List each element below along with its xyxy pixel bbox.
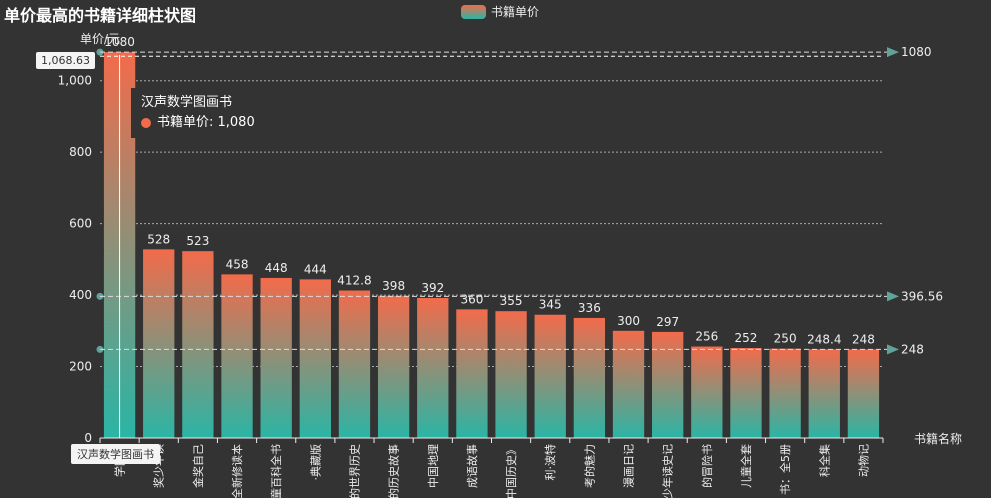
bar <box>260 277 292 438</box>
bar-value-label: 336 <box>578 301 601 315</box>
legend[interactable]: 书籍单价 <box>461 3 539 20</box>
x-tick-label: 全新修读本 <box>230 444 244 498</box>
bar <box>769 348 801 438</box>
x-tick-label: 儿童全套 <box>739 444 753 488</box>
y-tick-label: 200 <box>69 360 92 374</box>
x-tick-label: 少年读史记 <box>661 444 675 498</box>
axis-pointer-y-label: 1,068.63 <box>36 52 95 69</box>
y-tick-label: 600 <box>69 217 92 231</box>
bar-value-label: 345 <box>539 298 562 312</box>
mark-line-arrow <box>887 344 899 355</box>
bar <box>495 311 527 438</box>
legend-swatch <box>461 4 486 19</box>
bar <box>143 249 175 438</box>
x-tick-label: 的世界历史 <box>347 444 361 498</box>
bar-value-label: 360 <box>460 292 483 306</box>
bar <box>221 274 253 438</box>
mark-line-arrow <box>887 47 899 58</box>
bar <box>847 349 880 438</box>
mark-line-arrow <box>887 291 899 302</box>
bar-value-label: 300 <box>617 314 640 328</box>
bar <box>456 309 488 438</box>
x-tick-label: 童百科全书 <box>269 444 283 498</box>
y-tick-label: 1,000 <box>58 74 92 88</box>
bar-value-label: 248 <box>852 332 875 346</box>
x-axis-name: 书籍名称 <box>914 432 963 446</box>
bar-value-label: 528 <box>147 232 170 246</box>
bar <box>691 346 723 438</box>
x-tick-label: 动物记 <box>856 444 870 477</box>
x-tick-label: ·典藏版 <box>308 444 322 481</box>
bar <box>534 314 566 438</box>
tooltip-series-dot <box>141 118 151 128</box>
y-axis-name: 单价/元 <box>80 32 121 46</box>
mark-lines: 1080 396.56 248 <box>96 45 943 356</box>
bar <box>652 331 684 438</box>
bar-value-label: 250 <box>774 332 797 346</box>
bar-value-label: 448 <box>265 261 288 275</box>
axis-pointer <box>100 55 883 438</box>
bar-value-label: 444 <box>304 262 327 276</box>
bar-value-label: 412.8 <box>337 274 371 288</box>
bar <box>730 347 762 438</box>
bar-value-label: 398 <box>382 279 405 293</box>
x-tick-label: 书：全5册 <box>778 444 792 495</box>
y-tick-label: 0 <box>84 431 92 445</box>
bar <box>377 295 410 438</box>
x-tick-label: 的历史故事 <box>387 444 401 498</box>
axis-pointer-x-label: 汉声数学图画书 <box>71 444 160 464</box>
tooltip: 汉声数学图画书 书籍单价: 1,080 <box>131 88 265 138</box>
tooltip-title: 汉声数学图画书 <box>141 95 233 110</box>
bar <box>338 290 371 438</box>
bar-value-label: 458 <box>226 257 249 271</box>
bar <box>573 317 606 438</box>
bar <box>417 297 449 438</box>
bar-value-label: 297 <box>656 315 679 329</box>
x-tick-label: 漫画日记 <box>622 444 636 488</box>
x-tick-label: 成语故事 <box>465 444 479 488</box>
bar-value-label: 392 <box>421 281 444 295</box>
bar-value-label: 1080 <box>104 35 135 49</box>
value-labels: 1080 528 523 458 448 444 412.8 398 392 360 355 345 3… <box>104 35 875 346</box>
bar-value-label: 523 <box>186 234 209 248</box>
x-tick-label: 的冒险书 <box>700 444 714 488</box>
x-tick-label: 考的魅力 <box>582 444 596 488</box>
x-tick-label: 利·波特 <box>543 444 557 481</box>
bar-value-label: 248.4 <box>807 332 841 346</box>
legend-label: 书籍单价 <box>491 5 540 19</box>
bar <box>612 330 645 438</box>
tooltip-series-value: 书籍单价: 1,080 <box>157 115 255 130</box>
x-tick-label: 金奖自己 <box>191 444 205 488</box>
bar <box>182 251 214 438</box>
mark-line-label: 1080 <box>901 45 932 59</box>
bar <box>808 349 840 438</box>
x-tick-label: 科全集 <box>817 444 831 477</box>
x-tick-label: 中国历史》 <box>505 444 518 498</box>
bar <box>299 279 331 438</box>
mark-line-label: 396.56 <box>901 289 943 303</box>
x-tick-label: 中国地理 <box>427 444 440 488</box>
y-tick-label: 400 <box>69 288 92 302</box>
mark-line-label: 248 <box>901 342 924 356</box>
chart-title: 单价最高的书籍详细柱状图 <box>4 6 197 25</box>
bar-value-label: 256 <box>695 330 718 344</box>
tooltip-row: 书籍单价: 1,080 <box>141 113 255 133</box>
bar-value-label: 355 <box>500 294 523 308</box>
y-tick-label: 800 <box>69 145 92 159</box>
bar-value-label: 252 <box>735 331 758 345</box>
